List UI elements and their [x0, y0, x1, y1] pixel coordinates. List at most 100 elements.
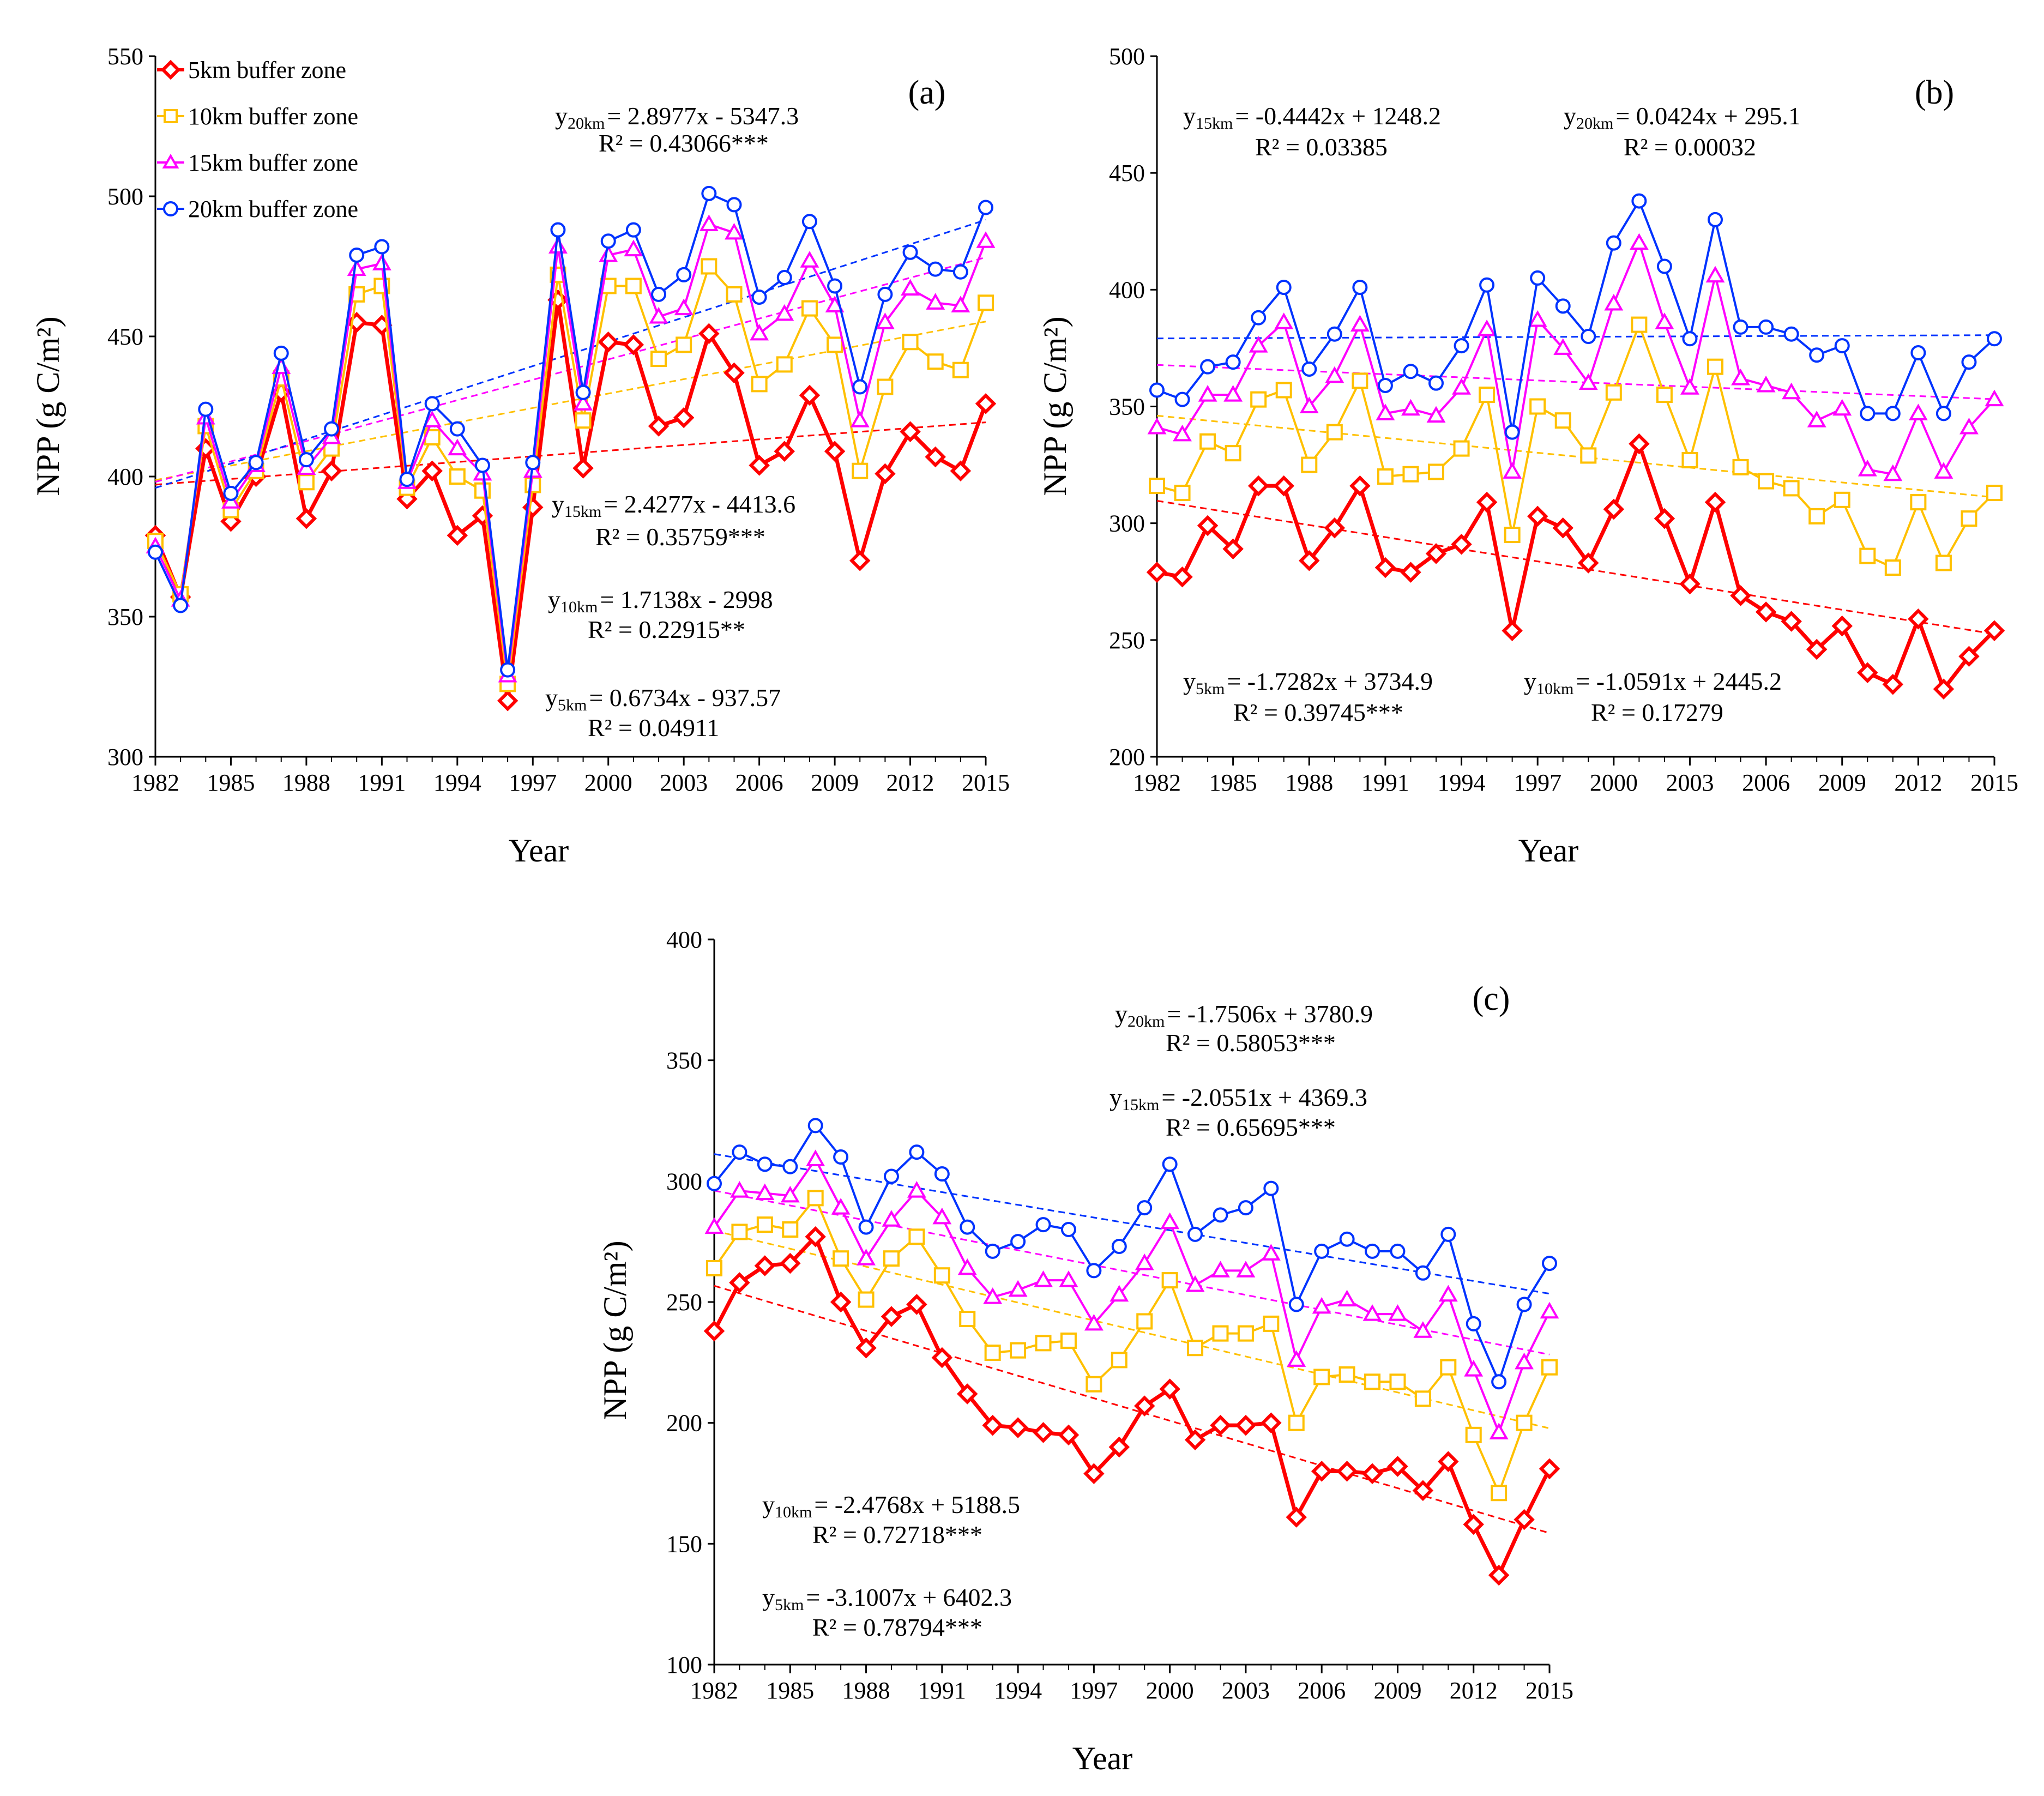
data-point-20km [952, 264, 968, 280]
panel-c-r2-15km: R² = 0.65695*** [1166, 1113, 1336, 1141]
x-tick-label: 2015 [962, 769, 1010, 796]
y-tick-label: 450 [107, 323, 143, 350]
data-point-10km [726, 286, 743, 303]
data-point-20km [902, 244, 918, 260]
panel-b-eq-5km: y5km= -1.7282x + 3734.9 [1183, 667, 1433, 698]
data-point-10km [1681, 452, 1698, 469]
data-point-15km [1832, 399, 1852, 416]
data-point-10km [1352, 372, 1368, 389]
data-point-20km [1479, 277, 1495, 293]
data-point-15km [1376, 403, 1395, 420]
data-point-15km [755, 1183, 775, 1200]
data-point-5km [1654, 508, 1675, 529]
y-tick-label: 400 [666, 926, 702, 953]
y-tick-label: 350 [666, 1047, 702, 1074]
x-tick-label: 1988 [842, 1677, 890, 1704]
data-point-15km [1858, 460, 1877, 477]
data-point-20km [374, 239, 390, 255]
data-point-20km [550, 222, 566, 238]
data-point-5km [1286, 1506, 1307, 1528]
data-point-15km [1959, 418, 1979, 435]
data-point-20km [1987, 331, 2002, 347]
data-point-20km [732, 1144, 747, 1160]
data-point-15km [1249, 336, 1268, 353]
data-point-10km [1377, 468, 1394, 485]
data-point-5km [1755, 601, 1777, 623]
data-point-10km [1187, 1340, 1204, 1357]
data-point-15km [1705, 266, 1725, 283]
data-point-20km [1454, 338, 1469, 354]
data-point-20km [858, 1219, 874, 1235]
data-point-20km [1542, 1256, 1557, 1271]
panel-a-ylabel: NPP (g C/m²) [30, 316, 66, 496]
data-point-15km [729, 1181, 749, 1198]
data-point-20km [1834, 338, 1850, 354]
panel-c-r2-10km: R² = 0.72718*** [812, 1521, 982, 1548]
data-point-10km [1631, 316, 1648, 333]
series-line-10km [154, 265, 987, 685]
data-point-10km [1428, 463, 1444, 480]
data-point-20km [701, 185, 717, 201]
data-point-10km [1313, 1369, 1330, 1385]
data-point-5km [956, 1383, 978, 1405]
data-point-15km [780, 1185, 800, 1203]
data-point-20km [782, 1159, 798, 1174]
data-point-5km [1210, 1414, 1231, 1436]
data-point-5km [572, 457, 594, 479]
panel-b: 200 250 300 350 400 450 500 1982 1985 1988 1991 199… [1037, 43, 2018, 869]
data-point-5km [1958, 646, 1980, 667]
data-point-15km [674, 298, 694, 316]
data-point-10km [1580, 447, 1597, 464]
data-point-10km [1161, 1272, 1178, 1289]
panel-b-label: (b) [1915, 74, 1954, 111]
series-line-10km [1156, 323, 1995, 569]
panel-b-plot-area: 200 250 300 350 400 450 500 1982 1985 1988 1991 199… [1109, 43, 2018, 796]
data-point-20km [1086, 1263, 1102, 1279]
panel-a: 300 350 400 450 500 550 1982 1985 1988 1991 1994 19… [30, 43, 1010, 869]
data-point-5km [1806, 638, 1828, 660]
data-point-15km [976, 231, 996, 248]
data-point-15km [875, 312, 895, 329]
data-point-10km [1516, 1414, 1533, 1431]
data-point-10km [524, 477, 541, 493]
data-point-20km [1149, 382, 1165, 398]
x-tick-label: 2009 [1818, 769, 1866, 796]
data-point-10km [927, 353, 944, 370]
data-point-20km [1251, 310, 1267, 326]
data-point-20km [298, 452, 314, 468]
series-line-15km [713, 1158, 1551, 1434]
data-point-10km [1199, 433, 1216, 450]
panel-b-eq-15km: y15km= -0.4442x + 1248.2 [1183, 102, 1441, 132]
data-point-10km [1414, 1390, 1431, 1407]
data-point-10km [756, 1216, 773, 1233]
data-point-5km [729, 1272, 750, 1293]
trend-line-20km [1156, 334, 1995, 340]
data-point-15km [1325, 366, 1344, 383]
data-point-5km [881, 1306, 902, 1327]
data-point-5km [648, 415, 670, 437]
data-point-10km [1338, 1366, 1355, 1383]
data-point-20km [807, 1118, 823, 1134]
data-point-20km [600, 233, 616, 249]
panel-a-r2-10km: R² = 0.22915** [588, 616, 745, 643]
data-point-10km [883, 1250, 900, 1267]
data-point-15km [1934, 462, 1953, 479]
data-point-5km [1349, 475, 1371, 497]
data-point-10km [449, 468, 466, 485]
data-point-20km [1060, 1222, 1076, 1237]
data-point-10km [1225, 445, 1241, 462]
data-point-5km [799, 384, 821, 406]
data-point-15km [1629, 233, 1649, 250]
data-point-20km [960, 1219, 975, 1235]
legend-label-20km: 20km buffer zone [188, 196, 358, 222]
panel-c: 100 150 200 250 300 350 400 1982 1985 1988 1991 199… [597, 926, 1573, 1776]
data-point-15km [1185, 1275, 1205, 1292]
data-point-5km [1857, 662, 1878, 684]
data-point-20km [324, 421, 340, 437]
y-tick-label: 500 [107, 183, 143, 210]
legend-label-15km: 15km buffer zone [188, 149, 358, 176]
data-point-20km [500, 662, 516, 678]
data-point-10km [952, 361, 969, 378]
data-point-10km [1834, 491, 1850, 508]
